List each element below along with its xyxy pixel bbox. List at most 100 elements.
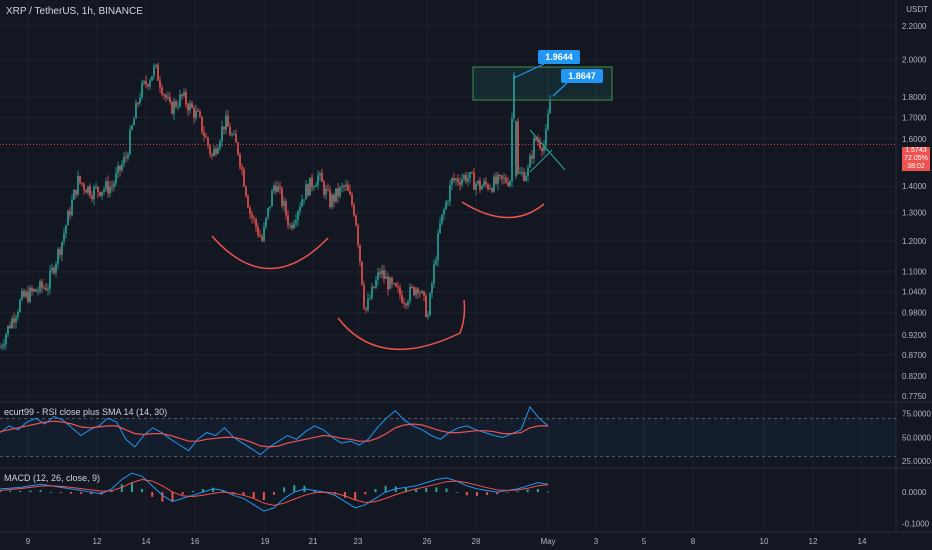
candle-body [529, 155, 531, 168]
candle-body [549, 101, 551, 114]
candle-body [367, 298, 369, 310]
candle-body [225, 115, 227, 130]
candle-body [427, 315, 429, 317]
candle-body [19, 299, 21, 312]
candle-body [203, 132, 205, 137]
candle-body [57, 249, 59, 264]
macd-histogram-bar [465, 492, 468, 496]
candle-body [299, 206, 301, 212]
candle-body [263, 226, 265, 241]
candle-body [437, 233, 439, 261]
candle-body [429, 293, 431, 316]
candle-body [329, 189, 331, 207]
x-axis-tick-label: 21 [309, 537, 318, 546]
candle-body [39, 281, 41, 292]
candle-body [227, 115, 229, 127]
macd-histogram-bar [425, 488, 428, 493]
macd-histogram-bar [496, 492, 499, 495]
candle-body [5, 334, 7, 345]
candle-body [363, 284, 365, 308]
x-axis-tick-label: 8 [691, 537, 696, 546]
macd-histogram-bar [262, 492, 265, 500]
candle-body [395, 283, 397, 287]
price-axis-tick-label: 1.4000 [902, 182, 927, 191]
candle-body [457, 178, 459, 183]
candle-body [451, 178, 453, 185]
candle-body [397, 286, 399, 288]
x-axis-tick-label: 28 [472, 537, 481, 546]
candle-body [501, 175, 503, 179]
macd-histogram-bar [455, 492, 458, 493]
candle-body [89, 186, 91, 197]
macd-histogram-bar [364, 492, 367, 495]
macd-histogram-bar [59, 492, 62, 494]
candle-body [525, 176, 527, 181]
candle-body [405, 303, 407, 306]
candle-body [479, 180, 481, 190]
macd-histogram-bar [344, 492, 347, 498]
candle-body [401, 294, 403, 303]
candle-body [35, 289, 37, 292]
macd-histogram-bar [141, 488, 144, 493]
x-axis-tick-label: 14 [142, 537, 151, 546]
candle-body [345, 184, 347, 187]
macd-histogram-bar [171, 492, 174, 502]
candle-body [465, 174, 467, 182]
candle-body [321, 173, 323, 182]
candle-body [295, 219, 297, 224]
candle-body [275, 185, 277, 192]
candle-body [189, 103, 191, 111]
candle-body [497, 174, 499, 184]
candle-body [107, 181, 109, 194]
candle-body [471, 172, 473, 174]
candle-body [291, 224, 293, 229]
candle-body [387, 276, 389, 290]
x-axis-tick-label: 9 [26, 537, 31, 546]
macd-histogram-bar [283, 487, 286, 493]
candle-body [99, 191, 101, 196]
candle-body [205, 136, 207, 138]
candle-body [339, 187, 341, 197]
macd-histogram-bar [0, 490, 1, 493]
candle-body [129, 129, 131, 155]
candle-body [111, 186, 113, 188]
candle-body [533, 138, 535, 159]
candle-body [331, 194, 333, 207]
candle-body [527, 167, 529, 177]
x-axis-tick-label: 19 [261, 537, 270, 546]
candle-body [17, 311, 19, 318]
macd-histogram-bar [19, 490, 22, 493]
price-axis-tick-label: 0.9800 [902, 309, 927, 318]
candle-body [139, 97, 141, 104]
candle-body [25, 291, 27, 297]
x-axis-tick-label: 12 [93, 537, 102, 546]
candle-body [317, 175, 319, 186]
current-price-tag: 1.5743 [902, 147, 930, 155]
x-axis-tick-label: 23 [354, 537, 363, 546]
candle-body [255, 218, 257, 227]
rounding-bottom-curve [461, 201, 545, 219]
candle-body [165, 94, 167, 98]
candle-body [269, 206, 271, 208]
rounding-bottom-curve [337, 299, 466, 350]
candle-body [511, 118, 513, 182]
candle-body [355, 215, 357, 226]
candle-body [145, 81, 147, 85]
candle-body [431, 283, 433, 294]
candle-body [217, 148, 219, 154]
candle-body [253, 217, 255, 219]
candle-body [349, 190, 351, 195]
price-axis-tick-label: 0.7750 [902, 392, 927, 401]
candle-body [343, 185, 345, 187]
candle-body [183, 92, 185, 96]
candle-body [51, 267, 53, 271]
macd-histogram-bar [547, 491, 549, 493]
candle-body [237, 142, 239, 155]
candle-body [117, 165, 119, 174]
candle-body [413, 286, 415, 296]
candle-body [279, 186, 281, 189]
candle-body [273, 185, 275, 191]
candle-body [515, 121, 517, 177]
candle-body [463, 174, 465, 180]
